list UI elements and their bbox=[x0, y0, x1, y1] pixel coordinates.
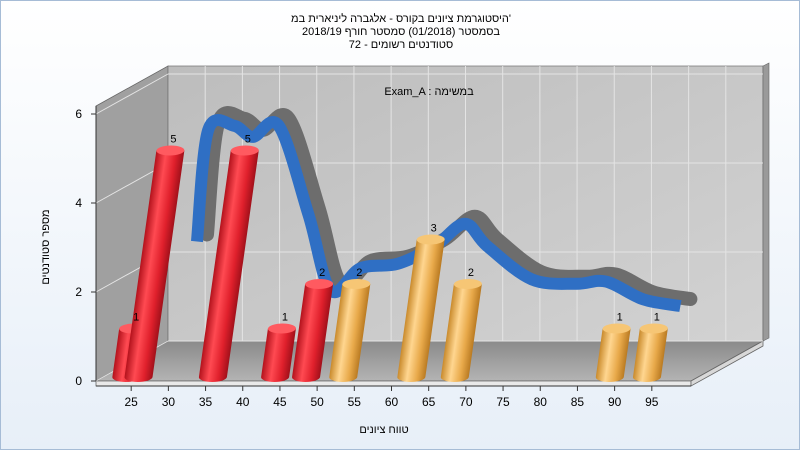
bar-data-label: 1 bbox=[617, 312, 623, 324]
bar-body bbox=[261, 328, 296, 382]
x-tick-label: 30 bbox=[162, 395, 176, 409]
x-tick-label: 95 bbox=[645, 395, 659, 409]
y-tick-label: 4 bbox=[75, 196, 82, 210]
bar-pass bbox=[397, 234, 445, 382]
bar-cap bbox=[267, 323, 296, 334]
bar-pass bbox=[595, 323, 631, 382]
grid-lines bbox=[95, 66, 763, 382]
y-tick-label: 2 bbox=[75, 285, 82, 299]
bar-body bbox=[397, 239, 445, 382]
bar-body bbox=[440, 284, 482, 382]
bar-body bbox=[329, 284, 371, 382]
chart-title-line-1: היסטוגרמת ציונים בקורס - אלגברה ליניארית… bbox=[291, 12, 511, 25]
data-labels-group: 1 5 5 1 2 2 3 2 1 1 bbox=[133, 134, 660, 324]
bar-data-label: 2 bbox=[319, 267, 325, 279]
bar-fail bbox=[198, 145, 259, 382]
grid-line-side bbox=[95, 73, 169, 115]
bar-data-label: 5 bbox=[170, 134, 176, 146]
bar-pass bbox=[329, 279, 371, 382]
bar-pass bbox=[440, 279, 482, 382]
y-tick-label: 6 bbox=[75, 107, 82, 121]
bars-group bbox=[112, 145, 668, 382]
y-axis: 0 2 4 6 bbox=[75, 106, 97, 388]
floor-side-edge bbox=[690, 340, 764, 387]
bar-data-label: 1 bbox=[133, 312, 139, 324]
x-tick-label: 70 bbox=[459, 395, 473, 409]
bar-body bbox=[292, 284, 334, 382]
x-axis: 25 30 35 40 45 50 55 60 65 70 75 80 85 90 95 bbox=[96, 385, 691, 409]
y-tick-label: 0 bbox=[75, 374, 82, 388]
distribution-curve bbox=[190, 106, 698, 312]
bar-cap bbox=[639, 323, 668, 334]
x-tick-label: 65 bbox=[422, 395, 436, 409]
x-tick-label: 75 bbox=[496, 395, 510, 409]
bar-cap bbox=[453, 279, 482, 289]
bar-cap bbox=[305, 279, 334, 289]
x-tick-label: 60 bbox=[385, 395, 399, 409]
floor-front-edge bbox=[95, 380, 692, 387]
bar-data-label: 2 bbox=[356, 267, 362, 279]
bar-cap bbox=[156, 145, 185, 156]
x-tick-label: 85 bbox=[571, 395, 585, 409]
bar-pass bbox=[632, 323, 668, 382]
chart-subtitle: Exam_A : במשימה bbox=[384, 86, 474, 98]
x-tick-label: 25 bbox=[125, 395, 139, 409]
bar-cap bbox=[416, 234, 445, 245]
bar-body bbox=[595, 328, 631, 382]
bar-cap bbox=[230, 145, 259, 156]
bar-data-label: 1 bbox=[654, 312, 660, 324]
bar-cap bbox=[602, 323, 631, 334]
back-wall-edge bbox=[762, 62, 770, 342]
bar-cap bbox=[342, 279, 371, 289]
bar-fail bbox=[261, 323, 296, 382]
bar-fail bbox=[292, 279, 334, 382]
x-tick-label: 45 bbox=[273, 395, 287, 409]
bar-fail bbox=[124, 145, 185, 382]
x-tick-label: 35 bbox=[199, 395, 213, 409]
curve-front-surface bbox=[190, 114, 682, 312]
bar-data-label: 2 bbox=[468, 267, 474, 279]
bar-data-label: 5 bbox=[245, 134, 251, 146]
x-tick-label: 55 bbox=[348, 395, 362, 409]
x-axis-label: טווח ציונים bbox=[359, 424, 408, 436]
bar-body bbox=[632, 328, 668, 382]
bar-body bbox=[198, 150, 259, 382]
bar-data-label: 3 bbox=[431, 223, 437, 235]
x-tick-label: 90 bbox=[608, 395, 622, 409]
x-tick-label: 50 bbox=[310, 395, 324, 409]
chart-title-line-2: בסמסטר (01/2018) סמסטר חורף 2018/19 bbox=[302, 26, 500, 38]
chart-title-line-3: סטודנטים רשומים - 72 bbox=[349, 39, 453, 51]
y-axis-label: מספר סטודנטים bbox=[40, 209, 52, 284]
x-tick-label: 40 bbox=[236, 395, 250, 409]
x-tick-label: 80 bbox=[534, 395, 548, 409]
bar-body bbox=[124, 150, 185, 382]
bar-data-label: 1 bbox=[282, 312, 288, 324]
